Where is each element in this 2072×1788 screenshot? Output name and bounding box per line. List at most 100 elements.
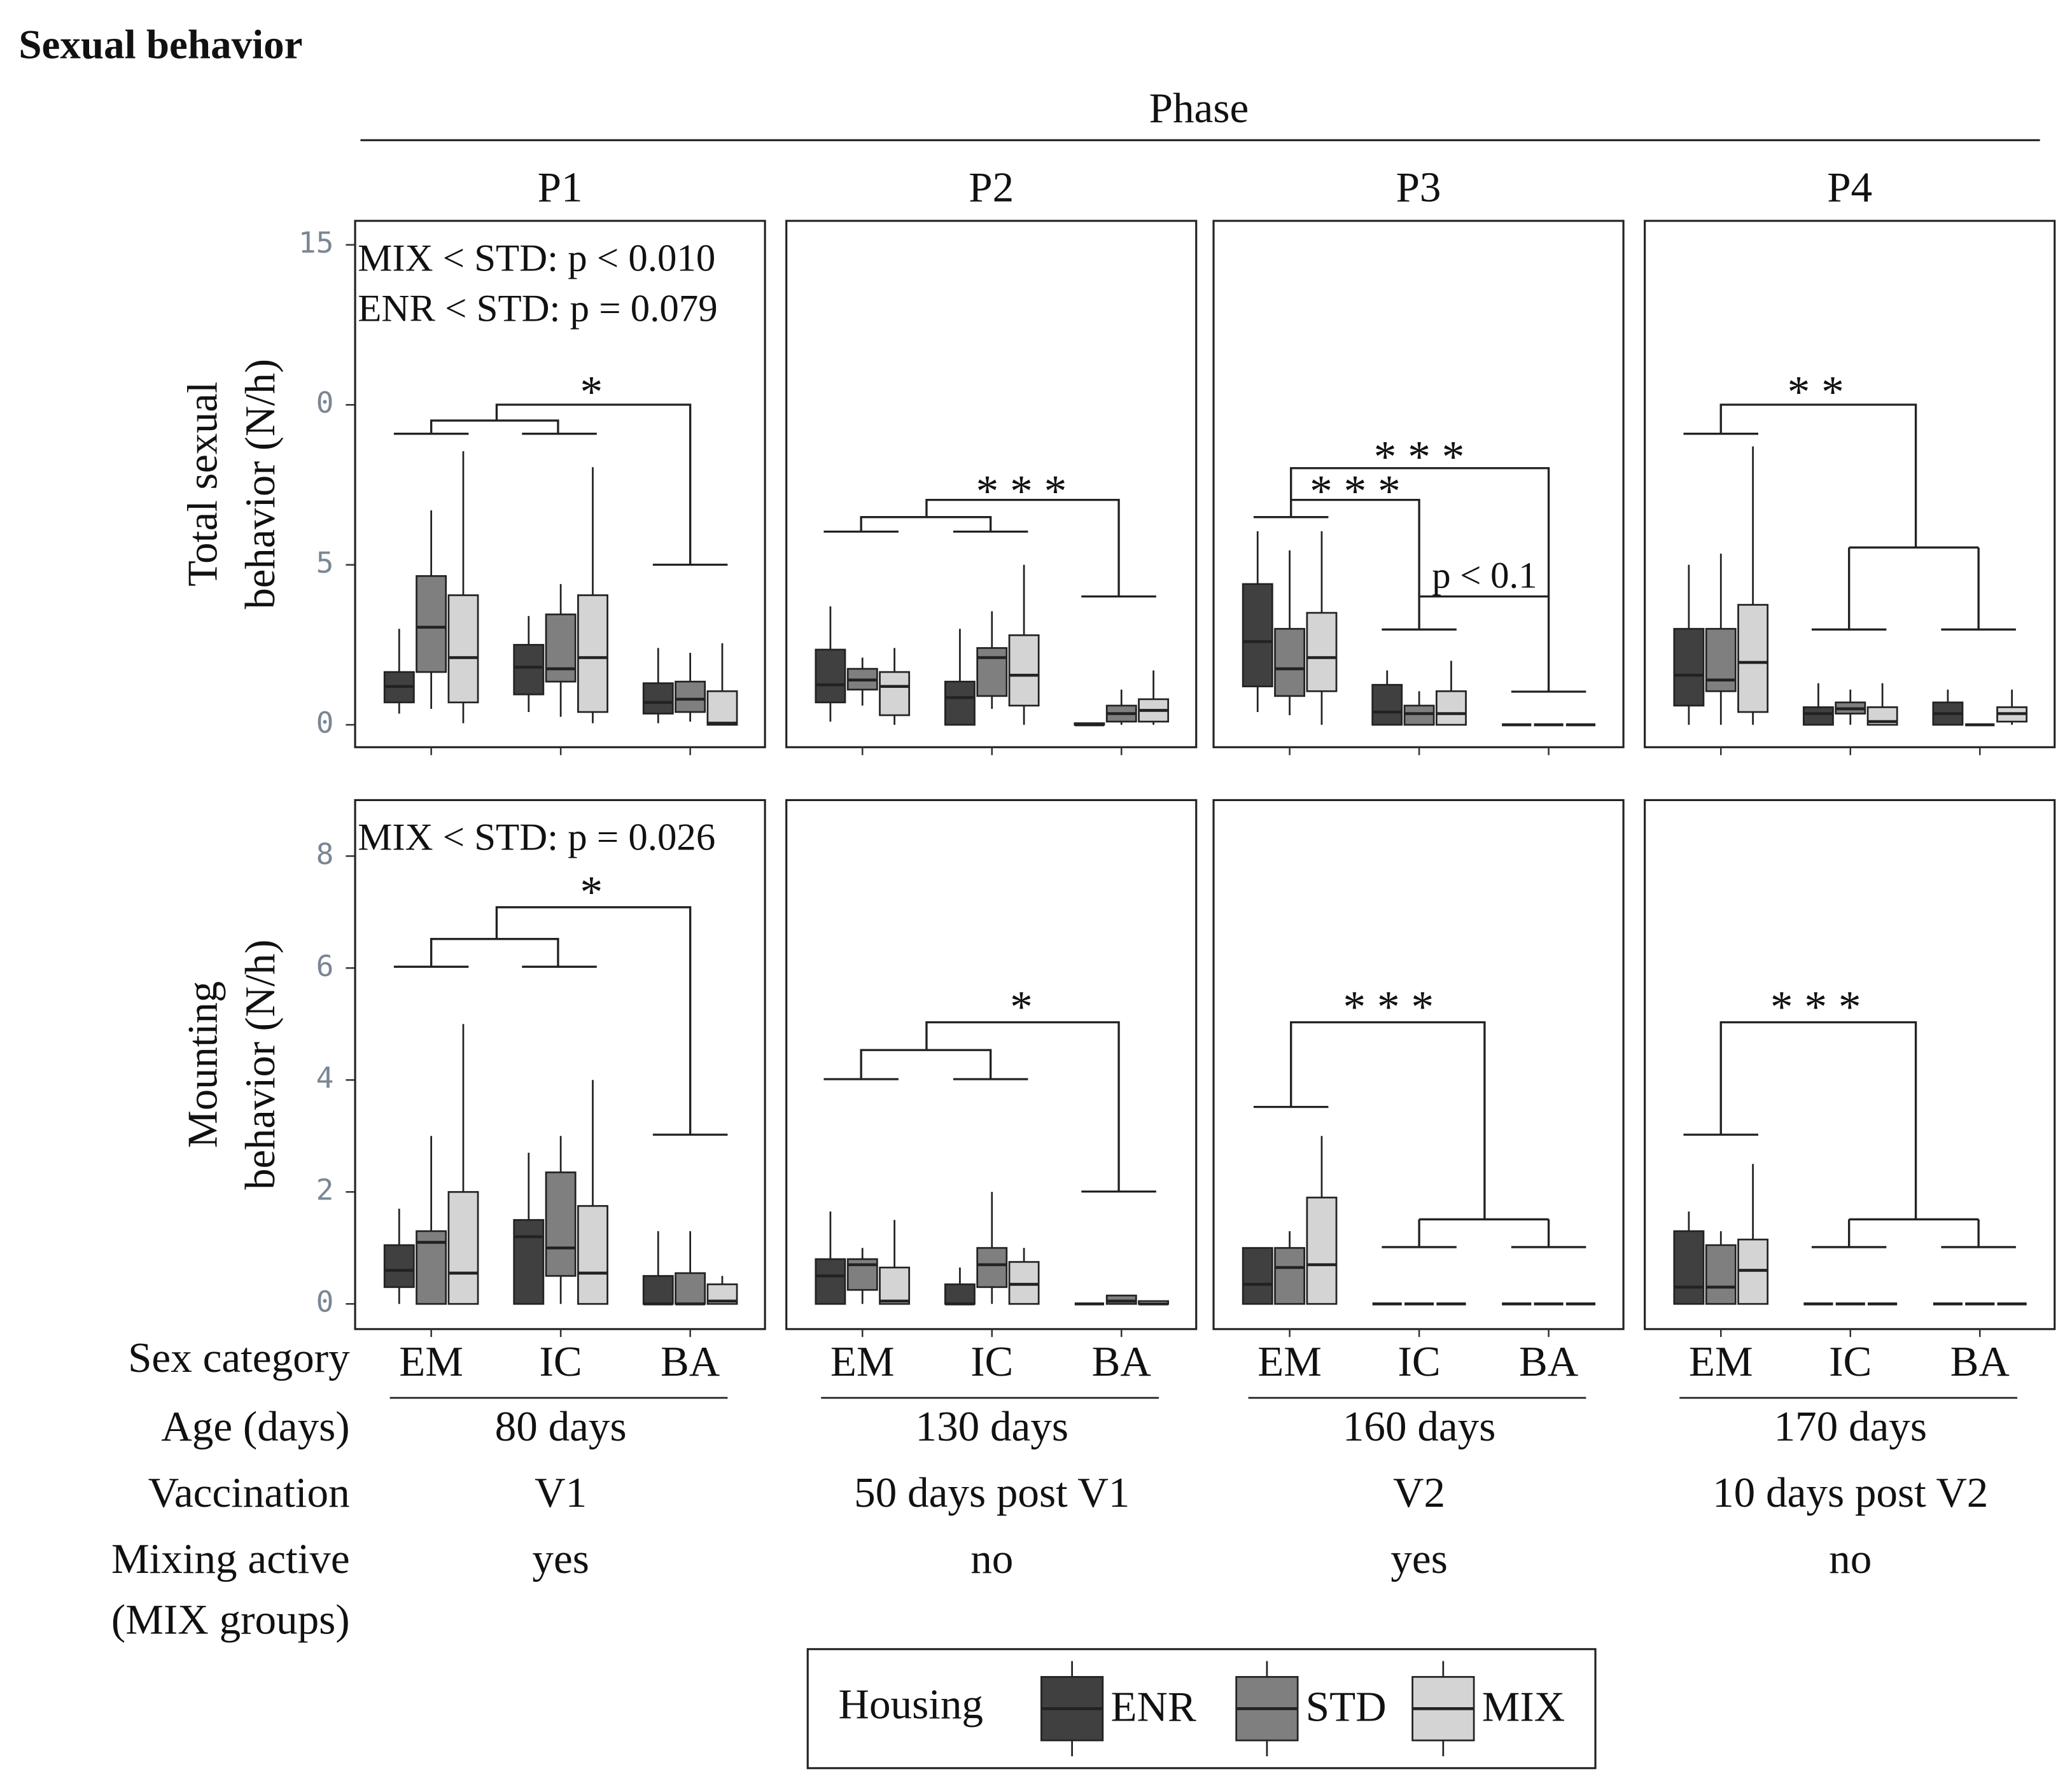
box: [1306, 611, 1338, 692]
box: [879, 1266, 911, 1305]
box: [976, 647, 1008, 697]
box: [1673, 627, 1705, 707]
significance-bracket: [823, 498, 1156, 598]
box: [577, 594, 608, 713]
info-label: Mixing active: [111, 1535, 350, 1582]
y-tick-label: 6: [316, 949, 334, 983]
box: [944, 680, 976, 726]
box: [675, 680, 706, 713]
box: [447, 594, 479, 704]
significance-bracket: [393, 403, 728, 566]
significance-label: p < 0.1: [1432, 555, 1537, 596]
box: [976, 1247, 1008, 1289]
box: [944, 1283, 976, 1305]
info-value: V1: [535, 1469, 587, 1516]
box: [1274, 627, 1306, 697]
y-axis-label: behavior (N/h): [237, 939, 284, 1189]
info-value: 160 days: [1343, 1403, 1496, 1450]
stat-annotation: ENR < STD: p = 0.079: [358, 288, 717, 330]
x-tick-label: EM: [1689, 1339, 1753, 1386]
x-tick-label: BA: [1950, 1339, 2010, 1386]
stat-annotation: MIX < STD: p = 0.026: [358, 816, 715, 859]
y-tick-label: 4: [316, 1061, 334, 1095]
x-tick-label: EM: [1257, 1339, 1322, 1386]
facet-title: P1: [538, 164, 583, 211]
stat-annotation: MIX < STD: p < 0.010: [358, 237, 715, 280]
info-value: yes: [1390, 1535, 1447, 1582]
box: [706, 690, 738, 726]
info-value: 80 days: [495, 1403, 627, 1450]
significance-bracket: [1253, 467, 1586, 693]
significance-bracket: [1683, 1021, 2016, 1248]
info-value: V2: [1393, 1469, 1445, 1516]
significance-bracket: [393, 906, 728, 1136]
facet-label: Phase: [1149, 85, 1249, 132]
y-tick-label: 8: [316, 837, 334, 871]
significance-bracket: [1253, 1021, 1586, 1248]
significance-label: * * *: [1310, 467, 1401, 517]
box: [513, 1219, 545, 1305]
y-tick-label: 0: [316, 706, 334, 740]
x-tick-label: IC: [1398, 1339, 1441, 1386]
box: [1705, 1244, 1737, 1305]
box: [545, 613, 577, 683]
box: [1371, 683, 1403, 726]
box: [1673, 1230, 1705, 1305]
box: [545, 1171, 577, 1277]
info-label: Vaccination: [148, 1469, 350, 1516]
box: [1306, 1196, 1338, 1305]
significance-label: * *: [1788, 368, 1844, 417]
x-tick-label: BA: [661, 1339, 720, 1386]
significance-label: * * *: [976, 467, 1067, 517]
significance-label: * * *: [1770, 982, 1861, 1032]
y-axis-label: Mounting: [179, 981, 226, 1148]
info-value: no: [1829, 1535, 1872, 1582]
legend-label: STD: [1306, 1684, 1387, 1731]
facet-title: P3: [1396, 164, 1441, 211]
x-tick-label: IC: [540, 1339, 582, 1386]
facet-title: P4: [1827, 164, 1872, 211]
box: [513, 644, 545, 695]
box: [1802, 706, 1834, 726]
box: [815, 648, 846, 704]
box: [383, 1244, 415, 1289]
box: [1403, 704, 1435, 726]
x-tick-label: IC: [1829, 1339, 1872, 1386]
box: [642, 682, 674, 715]
figure-title: Sexual behavior: [18, 22, 302, 68]
y-tick-label: 5: [316, 545, 334, 580]
info-value: 130 days: [916, 1403, 1069, 1450]
y-tick-label: 15: [298, 225, 334, 260]
box: [1436, 690, 1467, 726]
box: [416, 575, 447, 673]
box: [1242, 583, 1273, 688]
info-value: no: [970, 1535, 1013, 1582]
significance-label: * * *: [1374, 433, 1465, 482]
box: [1274, 1247, 1306, 1305]
box: [1008, 634, 1040, 707]
info-value: 10 days post V2: [1712, 1469, 1988, 1516]
significance-bracket: [823, 1021, 1156, 1193]
box: [815, 1258, 846, 1305]
box: [577, 1205, 608, 1305]
box: [1242, 1247, 1273, 1305]
y-axis-label: behavior (N/h): [237, 359, 284, 609]
box: [447, 1191, 479, 1305]
significance-label: *: [580, 868, 603, 918]
significance-bracket: [1683, 403, 2016, 631]
category-label: Sex category: [128, 1334, 350, 1381]
info-value: yes: [532, 1535, 589, 1582]
x-tick-label: EM: [399, 1339, 463, 1386]
legend-label: ENR: [1110, 1684, 1196, 1731]
significance-label: *: [580, 368, 603, 417]
x-tick-label: IC: [970, 1339, 1013, 1386]
legend-title: Housing: [839, 1681, 984, 1728]
info-value: 170 days: [1774, 1403, 1927, 1450]
box: [879, 671, 911, 716]
box: [642, 1275, 674, 1305]
legend-label: MIX: [1482, 1684, 1565, 1731]
box: [675, 1272, 706, 1305]
box: [1705, 627, 1737, 692]
y-tick-label: 0: [316, 386, 334, 420]
